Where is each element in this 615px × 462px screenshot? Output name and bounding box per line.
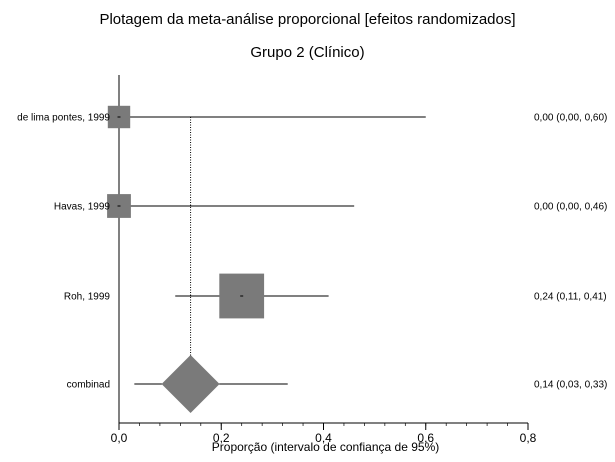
chart-title: Plotagem da meta-análise proporcional [e…	[99, 11, 516, 28]
study-label: de lima pontes, 1999	[17, 113, 110, 124]
study-label: Havas, 1999	[54, 202, 111, 213]
chart-subtitle: Grupo 2 (Clínico)	[250, 44, 365, 61]
x-axis-label: Proporção (intervalo de confiança de 95%…	[212, 440, 439, 454]
x-tick-label: 0,2	[213, 431, 230, 445]
x-tick-label: 0,8	[520, 431, 537, 445]
ci-value-label: 0,00 (0,00, 0,60)	[534, 113, 607, 124]
study-label: Roh, 1999	[64, 292, 111, 303]
study-label: combinad	[67, 380, 110, 391]
ci-value-label: 0,00 (0,00, 0,46)	[534, 202, 607, 213]
ci-value-label: 0,24 (0,11, 0,41)	[534, 292, 607, 303]
x-tick-label: 0,0	[111, 431, 128, 445]
ci-value-label: 0,14 (0,03, 0,33)	[534, 380, 607, 391]
x-tick-label: 0,6	[417, 431, 434, 445]
combined-diamond	[161, 355, 220, 413]
x-tick-label: 0,4	[315, 431, 332, 445]
